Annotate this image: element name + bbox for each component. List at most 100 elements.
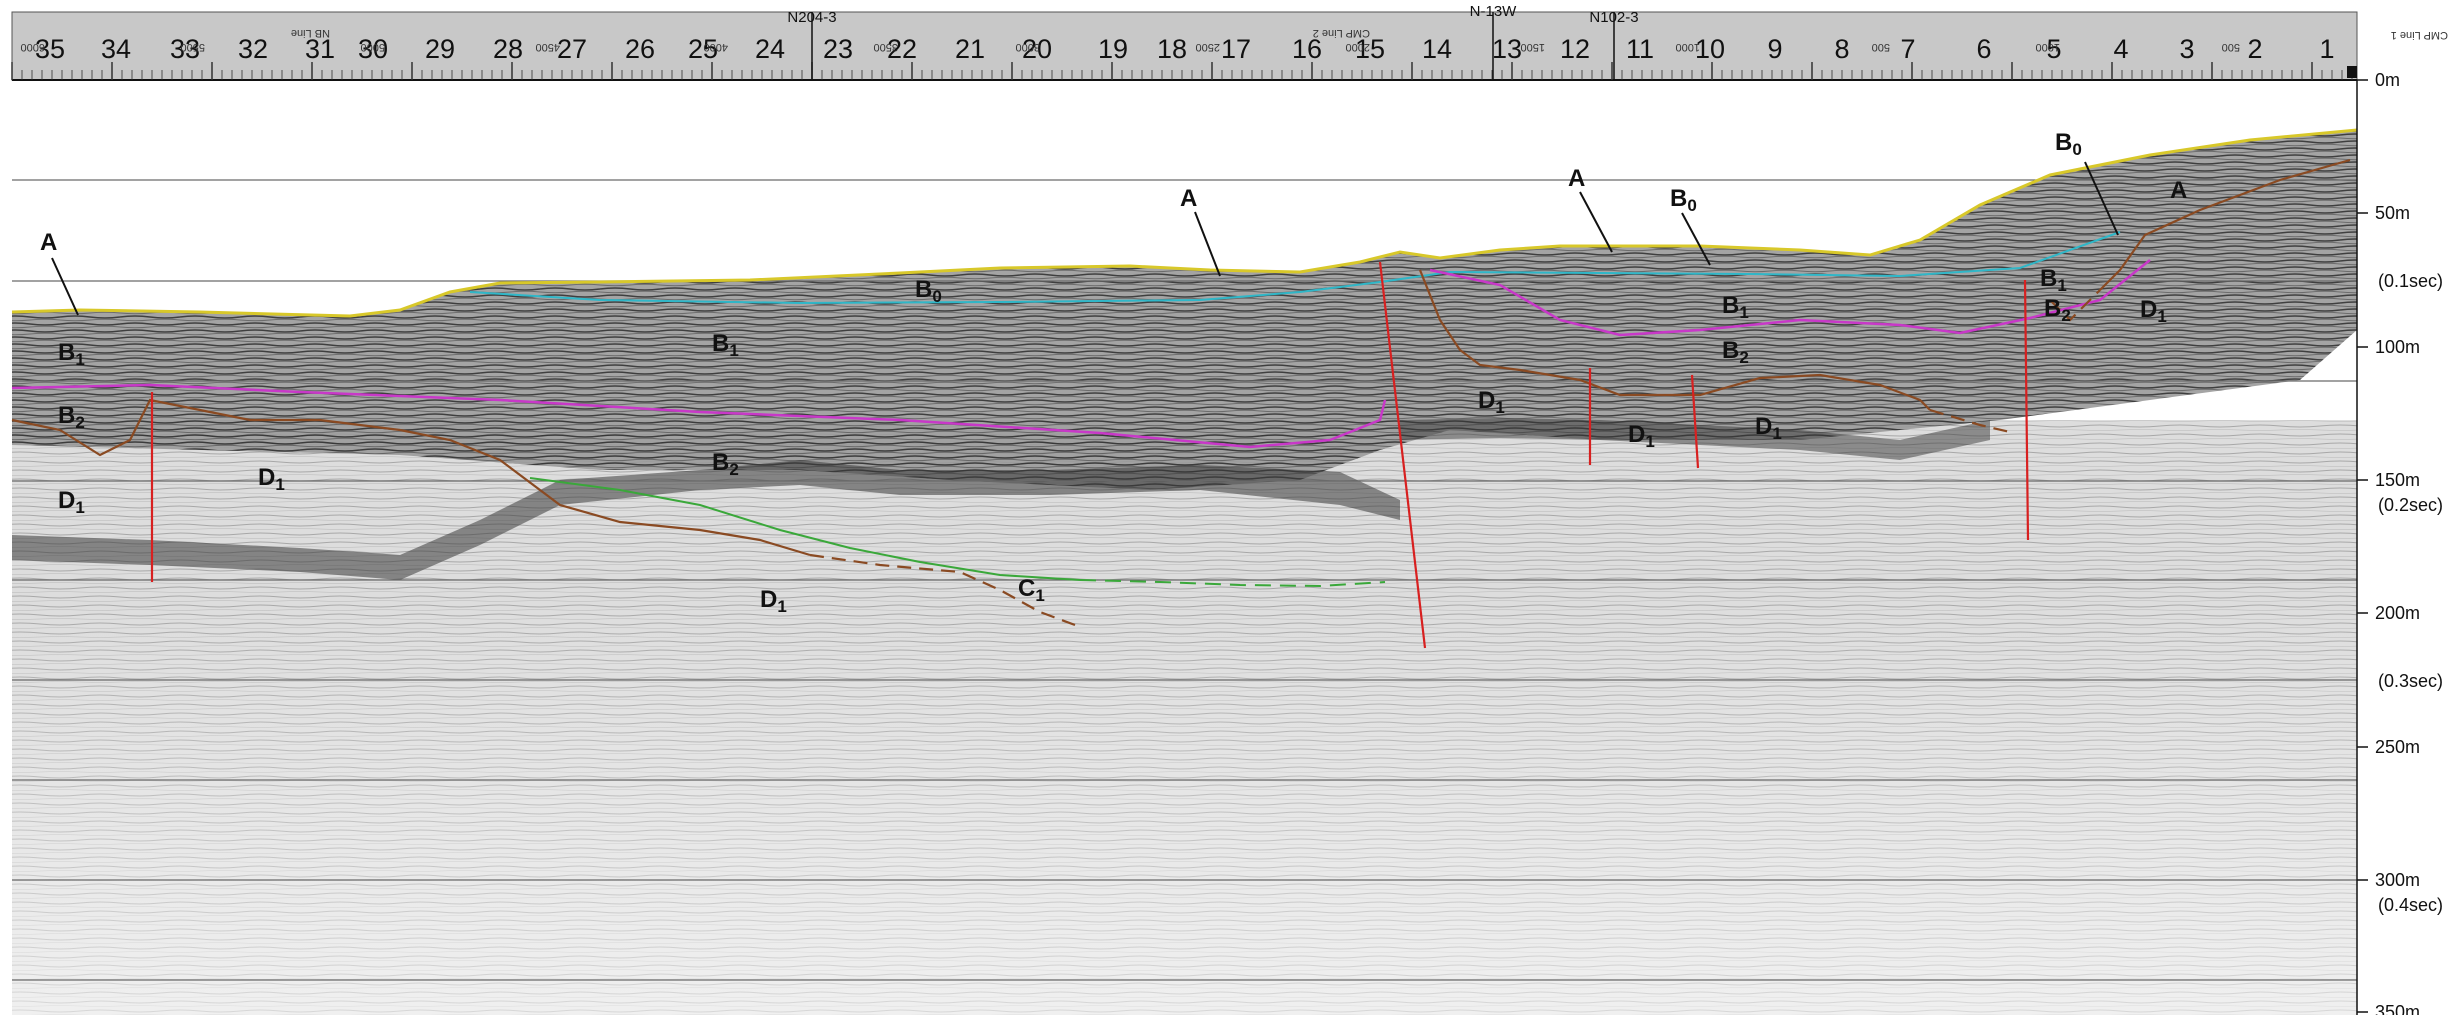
- unit-labels: AAA AB0B0B0B1B1B1B1B2B2B2B2C1D1D1D1D1D1D1…: [40, 129, 2187, 616]
- crossing-line-markers: [811, 12, 1615, 80]
- cmp-tick-label: 2500: [1196, 41, 1220, 53]
- unit-label: D1: [1755, 413, 1782, 443]
- ruler-end-marker: [2347, 66, 2357, 78]
- station-label: 23: [823, 34, 853, 64]
- station-label: 13: [1492, 34, 1522, 64]
- c1-horizon: [529, 477, 1081, 581]
- fault-line: [1690, 374, 1700, 469]
- twt-label: (0.1sec): [2378, 271, 2443, 291]
- cmp-tick-label: 3500: [874, 41, 898, 53]
- depth-label: 100m: [2375, 337, 2420, 357]
- unit-label: A: [1568, 165, 1585, 192]
- unit-label: B2: [58, 402, 85, 432]
- station-label: 16: [1292, 34, 1322, 64]
- shallow-sediment-fill: [12, 130, 2357, 490]
- ruler-ticks: [11, 62, 2353, 80]
- station-label: 21: [955, 34, 985, 64]
- cmp-tick-label: 5500: [181, 41, 205, 53]
- faults: [150, 261, 2030, 649]
- unit-label: B1: [2040, 265, 2067, 295]
- unit-label: A: [40, 229, 57, 256]
- label-leaders: [51, 161, 2119, 316]
- lower-reflector-band-right: [1400, 418, 1990, 460]
- depth-label: 0m: [2375, 70, 2400, 90]
- d1-top-horizon: [11, 158, 2351, 557]
- c1-horizon-inferred: [1079, 579, 1386, 588]
- depth-label: 200m: [2375, 603, 2420, 623]
- station-label: 5: [2046, 34, 2061, 64]
- deep-fade: [12, 600, 2357, 1015]
- twt-label: (0.4sec): [2378, 895, 2443, 915]
- d1-top-horizon-inferred: [809, 289, 2101, 627]
- station-ruler: [11, 11, 2358, 81]
- cmp-line-label: CMP Line 1: [2391, 29, 2448, 41]
- unit-label: D1: [1478, 387, 1505, 417]
- crossing-line-label: N102-3: [1589, 9, 1638, 26]
- station-label: 22: [887, 34, 917, 64]
- unit-label: D1: [2140, 296, 2167, 326]
- unit-label: D1: [58, 487, 85, 517]
- cmp-tick-label: 1500: [1521, 41, 1545, 53]
- fault-line: [2023, 279, 2030, 541]
- depth-label: 300m: [2375, 870, 2420, 890]
- twt-label: (0.2sec): [2378, 495, 2443, 515]
- depth-label: 250m: [2375, 737, 2420, 757]
- station-label: 24: [755, 34, 785, 64]
- depth-label: 350m: [2375, 1002, 2420, 1015]
- cmp-tick-label: 500: [2222, 41, 2240, 53]
- cmp-tick-label: 5000: [361, 41, 385, 53]
- station-labels: 35 34 33 32 31 30 29 28 27 26 25 24 23 22 21 20 19 18 17 16…: [21, 34, 2335, 64]
- station-label: 26: [625, 34, 655, 64]
- depth-label: 150m: [2375, 470, 2420, 490]
- station-label: 8: [1834, 34, 1849, 64]
- station-label: 14: [1422, 34, 1452, 64]
- unit-label: B1: [1722, 292, 1749, 322]
- cmp-line-label: NB Line: [291, 27, 330, 39]
- unit-label: A: [2170, 177, 2187, 204]
- unit-label: B0: [915, 276, 942, 306]
- station-label: 10: [1695, 34, 1725, 64]
- unit-label: B0: [2055, 129, 2082, 159]
- cmp-tick-label: 3000: [1016, 41, 1040, 53]
- station-label: 35: [35, 34, 65, 64]
- cmp-tick-label: 2000: [1346, 41, 1370, 53]
- unit-label: B2: [712, 449, 739, 479]
- station-label: 30: [358, 34, 388, 64]
- station-label: 11: [1626, 34, 1654, 64]
- station-label: 4: [2113, 34, 2128, 64]
- cmp-tick-label: 6000: [21, 41, 45, 53]
- station-label: 32: [238, 34, 268, 64]
- station-label: 31: [305, 34, 335, 64]
- station-label: 34: [101, 34, 131, 64]
- unit-label: B1: [58, 339, 85, 369]
- station-label: 29: [425, 34, 455, 64]
- station-label: 3: [2179, 34, 2194, 64]
- unit-label: B0: [1670, 185, 1697, 215]
- lower-reflector-band: [12, 460, 1400, 580]
- unit-label: B1: [712, 330, 739, 360]
- station-label: 9: [1767, 34, 1782, 64]
- depth-axis: 0m 50m 100m 150m 200m 250m 300m 350m (0.1sec) (0.…: [2356, 70, 2443, 1015]
- station-label: 18: [1157, 34, 1187, 64]
- station-label: 12: [1560, 34, 1590, 64]
- unit-label: B2: [1722, 337, 1749, 367]
- b1-base-horizon: [11, 259, 2151, 449]
- unit-label: A: [1180, 185, 1197, 212]
- station-label: 28: [493, 34, 523, 64]
- crossing-line-label: N-13W: [1470, 3, 1518, 20]
- unit-label: D1: [258, 464, 285, 494]
- unit-label: B2: [2044, 295, 2071, 325]
- cmp-tick-label: 4500: [536, 41, 560, 53]
- depth-gridlines: [12, 179, 2357, 981]
- station-label: 17: [1221, 34, 1251, 64]
- cmp-line-label: CMP Line 2: [1313, 27, 1370, 39]
- fault-line: [1378, 261, 1427, 649]
- cmp-tick-label: 4000: [704, 41, 728, 53]
- station-label: 2: [2247, 34, 2262, 64]
- cmp-tick-label: 1000: [2036, 41, 2060, 53]
- crossing-line-label: N204-3: [787, 9, 836, 26]
- seafloor-horizon: [11, 128, 2358, 318]
- station-label: 19: [1098, 34, 1128, 64]
- station-label: 7: [1900, 34, 1915, 64]
